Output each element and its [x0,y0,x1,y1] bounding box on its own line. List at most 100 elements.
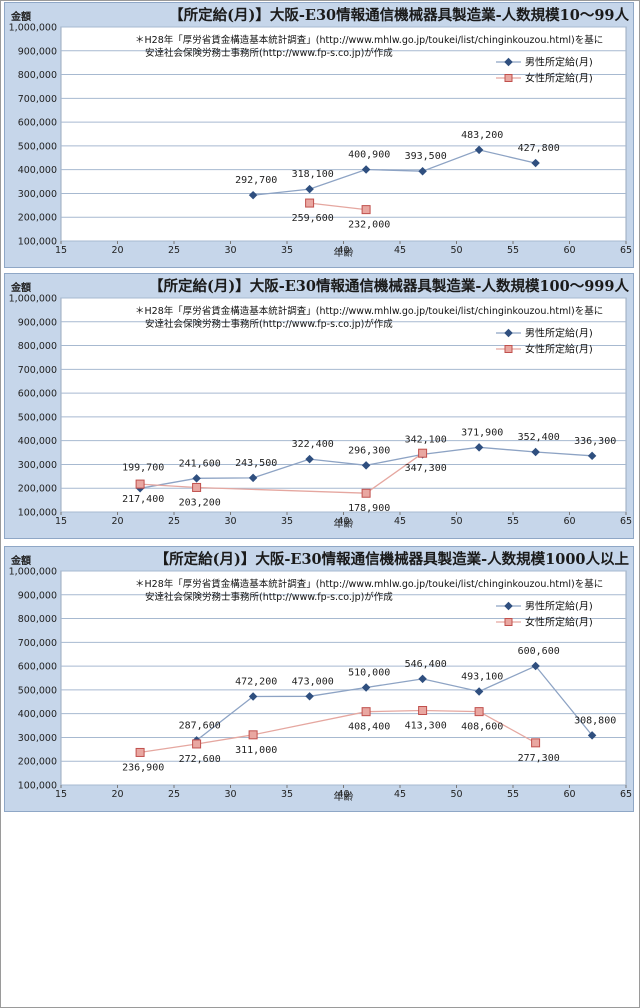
y-tick-label: 300,000 [18,460,57,471]
female-series-line [309,202,367,211]
legend-marker-square [504,74,513,82]
y-tick-label: 300,000 [18,189,57,200]
y-tick-label: 800,000 [18,70,57,81]
male-data-point [361,165,371,174]
x-tick-label: 65 [620,516,632,527]
x-tick-label: 30 [224,516,236,527]
female-data-label: 311,000 [235,745,277,756]
male-data-label: 393,500 [405,151,447,162]
female-data-label: 236,900 [122,762,164,773]
x-tick-label: 35 [281,245,293,256]
male-data-label: 292,700 [235,175,277,186]
male-data-label: 427,800 [518,143,560,154]
y-tick-label: 600,000 [18,662,57,673]
female-data-point [531,738,541,748]
male-data-label: 199,700 [122,462,164,473]
male-data-label: 296,300 [348,445,390,456]
female-data-point [135,747,145,757]
x-tick-label: 45 [394,789,406,800]
female-data-point [361,205,371,215]
x-tick-label: 35 [281,516,293,527]
male-data-point [474,443,484,452]
y-tick-label: 400,000 [18,165,57,176]
x-tick-label: 20 [111,245,123,256]
x-tick-label: 65 [620,789,632,800]
y-tick-label: 300,000 [18,733,57,744]
chart-title: 【所定給(月)】大阪-E30情報通信機械器具製造業-人数規模10～99人 [169,6,629,24]
chart-3-svg: 【所定給(月)】大阪-E30情報通信機械器具製造業-人数規模1000人以上金額1… [9,550,632,803]
male-data-label: 352,400 [518,432,560,443]
y-tick-label: 100,000 [18,781,57,792]
y-tick-label: 100,000 [18,237,57,248]
x-tick-label: 40 [337,789,349,800]
female-data-label: 413,300 [405,721,447,732]
y-tick-label: 700,000 [18,638,57,649]
x-tick-label: 65 [620,245,632,256]
y-tick-label: 800,000 [18,614,57,625]
female-data-point [135,479,145,489]
female-data-point [418,706,428,716]
female-data-label: 203,200 [179,497,221,508]
y-tick-label: 400,000 [18,436,57,447]
x-tick-label: 50 [450,516,462,527]
female-data-point [248,730,258,740]
male-data-label: 336,300 [574,436,616,447]
y-tick-label: 600,000 [18,389,57,400]
female-series-line [140,452,423,494]
y-tick-label: 1,000,000 [9,23,57,34]
male-data-point [192,474,201,483]
male-data-point [248,692,258,701]
x-tick-label: 30 [224,245,236,256]
legend-marker-diamond [504,328,513,338]
x-tick-label: 50 [450,789,462,800]
y-tick-label: 500,000 [18,412,57,423]
female-data-point [305,198,315,208]
y-tick-label: 200,000 [18,757,57,768]
x-tick-label: 45 [394,245,406,256]
female-data-point [192,739,202,749]
male-data-point [305,692,314,701]
plot-area [60,570,627,786]
male-data-point [418,166,427,176]
y-tick-label: 900,000 [18,317,57,328]
x-tick-label: 60 [563,789,575,800]
y-tick-label: 500,000 [18,685,57,696]
male-data-point [474,145,484,155]
female-data-label: 232,000 [348,220,390,231]
x-tick-label: 20 [111,789,123,800]
y-tick-label: 900,000 [18,590,57,601]
male-data-label: 493,100 [461,672,503,683]
legend-label: 男性所定給(月) [525,600,593,613]
male-data-label: 322,400 [292,439,334,450]
male-data-label: 241,600 [179,458,221,469]
male-series-line [253,149,536,196]
female-data-point [361,707,371,717]
x-tick-label: 25 [168,516,180,527]
x-axis-label: 年齢 [334,790,354,803]
y-tick-label: 200,000 [18,484,57,495]
legend-marker-diamond [504,57,513,67]
x-tick-label: 20 [111,516,123,527]
y-tick-label: 700,000 [18,94,57,105]
x-tick-label: 50 [450,245,462,256]
male-data-point [531,447,540,457]
x-tick-label: 15 [55,789,67,800]
y-tick-label: 500,000 [18,141,57,152]
source-note: ＊H28年「厚労省賃金構造基本統計調査」(http://www.mhlw.go.… [135,578,603,590]
male-data-label: 600,600 [518,646,560,657]
male-data-label: 546,400 [405,659,447,670]
y-axis-label: 金額 [10,554,31,567]
male-data-point [305,454,314,464]
x-tick-label: 25 [168,789,180,800]
x-axis-label: 年齢 [334,246,354,259]
male-data-label: 472,200 [235,676,277,687]
source-note: 安達社会保険労務士事務所(http://www.fp-s.co.jp)が作成 [145,318,393,330]
y-tick-label: 800,000 [18,341,57,352]
male-data-label: 308,800 [574,715,616,726]
y-tick-label: 600,000 [18,118,57,129]
male-data-label: 342,100 [405,434,447,445]
male-data-point [248,190,258,200]
x-tick-label: 55 [507,516,519,527]
y-tick-label: 400,000 [18,709,57,720]
male-data-label: 318,100 [292,169,334,180]
